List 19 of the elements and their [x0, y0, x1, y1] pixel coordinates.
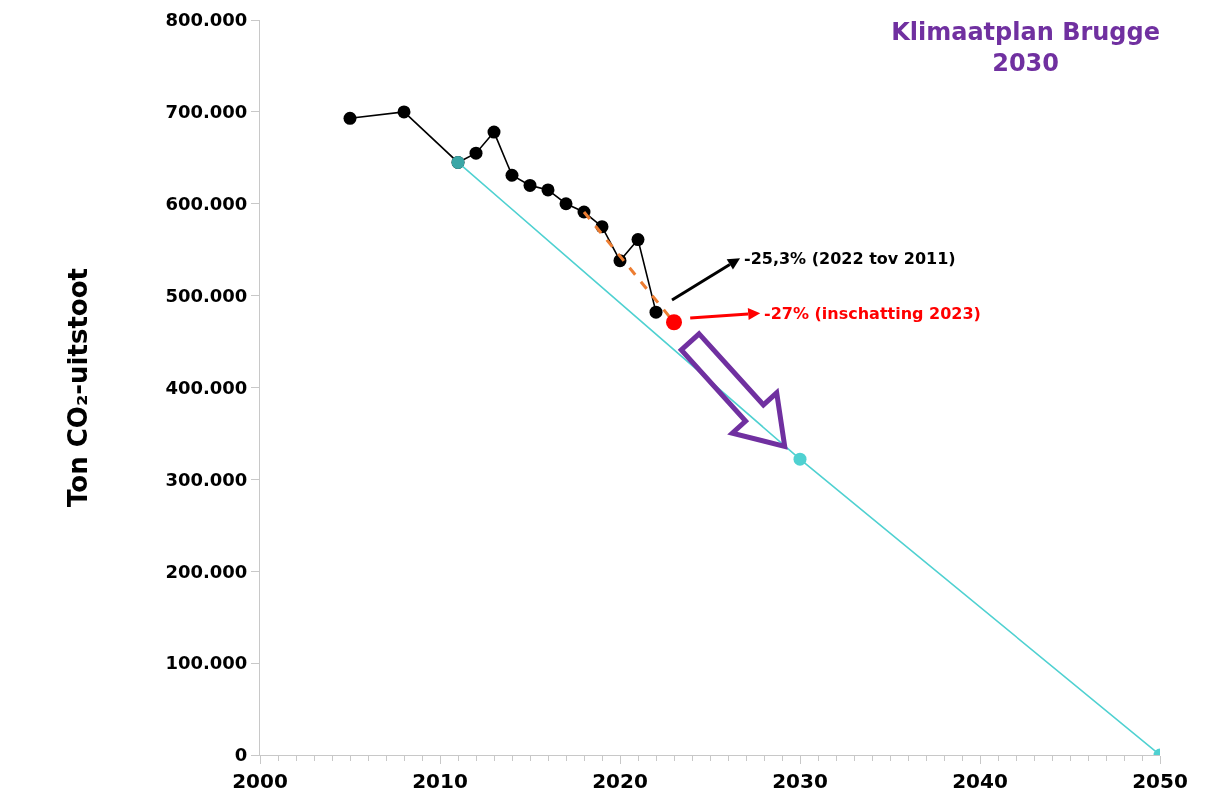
y-tick-label: 600.000: [165, 193, 248, 215]
text: Klimaatplan Brugge 2030: [891, 18, 1161, 78]
y-tick-label: 100.000: [165, 652, 248, 674]
x-tick-label: 2050: [1132, 769, 1188, 793]
y-axis-title: Ton CO₂-uitstoot: [62, 268, 93, 507]
x-tick-label: 2000: [232, 769, 288, 793]
x-tick-label: 2020: [592, 769, 648, 793]
y-tick-label: 300.000: [165, 468, 248, 490]
annotation: -25,3% (2022 tov 2011): [744, 249, 956, 268]
y-tick-label: 200.000: [165, 560, 248, 582]
x-tick-label: 2030: [772, 769, 828, 793]
annotation: -27% (inschatting 2023): [764, 304, 981, 323]
y-tick-label: 500.000: [165, 284, 248, 306]
x-tick-label: 2010: [412, 769, 468, 793]
y-tick-label: 400.000: [165, 376, 248, 398]
x-tick-label: 2040: [952, 769, 1008, 793]
y-tick-label: 800.000: [165, 9, 248, 31]
y-tick-label: 700.000: [165, 101, 248, 123]
y-tick-label: 0: [234, 744, 248, 766]
